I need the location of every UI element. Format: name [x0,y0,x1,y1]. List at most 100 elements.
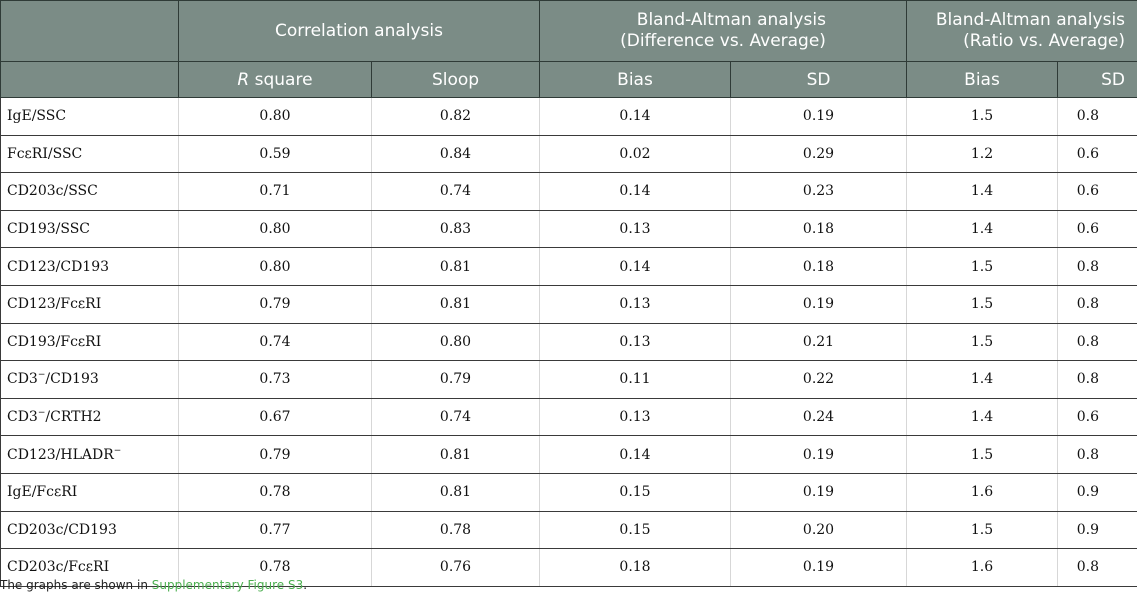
table-row: CD203c/FcεRI 0.78 0.76 0.18 0.19 1.6 0.8 [0,548,1137,587]
bias-difference-cell: 0.18 [539,548,731,587]
table-row: CD193/SSC 0.80 0.83 0.13 0.18 1.4 0.6 [0,210,1137,249]
table-row: CD3−/CRTH2 0.67 0.74 0.13 0.24 1.4 0.6 [0,398,1137,437]
row-label-suffix: /CD193 [45,371,99,388]
row-label-text: CD123/CD193 [7,258,110,275]
sloop-cell: 0.81 [370,285,540,324]
row-label: CD203c/SSC [0,172,179,211]
row-label: CD193/SSC [0,210,179,249]
header-r-square-rest: square [249,69,313,90]
table-row: CD123/FcεRI 0.79 0.81 0.13 0.19 1.5 0.8 [0,285,1137,324]
row-label-text: IgE/FcεRI [7,484,78,501]
sloop-cell: 0.80 [370,323,540,362]
sd-ratio-cell: 0.8 [1057,247,1137,286]
r-square-cell: 0.73 [178,360,372,399]
bias-ratio-cell: 1.5 [906,511,1058,550]
row-label: IgE/FcεRI [0,473,179,512]
footnote-suffix: . [303,578,308,592]
supplementary-figure-link[interactable]: Supplementary Figure S3 [151,578,304,592]
sd-difference-cell: 0.22 [730,360,907,399]
sloop-cell: 0.81 [370,473,540,512]
table-row: CD203c/SSC 0.71 0.74 0.14 0.23 1.4 0.6 [0,172,1137,211]
header-subcolumn-row: R square Sloop Bias SD Bias SD [0,61,1137,98]
r-square-cell: 0.71 [178,172,372,211]
row-label: CD203c/FcεRI [0,548,179,587]
header-sd-difference: SD [730,61,908,98]
bias-difference-cell: 0.13 [539,285,731,324]
bias-difference-cell: 0.14 [539,435,731,474]
row-label: CD203c/CD193 [0,511,179,550]
bias-difference-cell: 0.02 [539,135,731,174]
sd-ratio-cell: 0.8 [1057,285,1137,324]
row-label-superscript: − [37,408,46,419]
row-label-text: CD3 [7,371,38,388]
header-bland-altman-ratio: Bland-Altman analysis (Ratio vs. Average… [906,0,1137,62]
table-row: IgE/SSC 0.80 0.82 0.14 0.19 1.5 0.8 [0,97,1137,136]
footnote-prefix: The graphs are shown in [0,578,152,592]
row-label: CD3−/CD193 [0,360,179,399]
r-square-cell: 0.77 [178,511,372,550]
table-row: IgE/FcεRI 0.78 0.81 0.15 0.19 1.6 0.9 [0,473,1137,512]
r-square-cell: 0.59 [178,135,372,174]
row-label-superscript: − [113,445,122,456]
sd-difference-cell: 0.18 [730,210,907,249]
table-row: CD193/FcεRI 0.74 0.80 0.13 0.21 1.5 0.8 [0,323,1137,362]
header-sloop: Sloop [370,61,541,98]
sd-ratio-cell: 0.8 [1057,97,1137,136]
bias-ratio-cell: 1.5 [906,435,1058,474]
sd-ratio-cell: 0.6 [1057,210,1137,249]
sd-difference-cell: 0.19 [730,285,907,324]
header-bland-altman-ratio-line1: Bland-Altman analysis [935,10,1126,30]
sd-difference-cell: 0.19 [730,435,907,474]
row-label: CD123/HLADR− [0,435,179,474]
header-bias-difference: Bias [539,61,732,98]
bias-difference-cell: 0.13 [539,210,731,249]
sd-difference-cell: 0.21 [730,323,907,362]
sd-ratio-cell: 0.8 [1057,323,1137,362]
row-label-text: IgE/SSC [7,108,67,125]
row-label-suffix: /CRTH2 [45,409,102,426]
header-correlation-analysis-label: Correlation analysis [275,20,443,41]
header-bland-altman-difference-line1: Bland-Altman analysis [636,10,826,30]
row-label-text: CD203c/SSC [7,183,98,200]
row-label-text: CD203c/FcεRI [7,559,110,576]
table-row: CD3−/CD193 0.73 0.79 0.11 0.22 1.4 0.8 [0,360,1137,399]
row-label-superscript: − [37,370,46,381]
r-square-cell: 0.80 [178,210,372,249]
bias-ratio-cell: 1.5 [906,285,1058,324]
header-sd-ratio: SD [1057,61,1137,98]
sd-difference-cell: 0.29 [730,135,907,174]
r-square-cell: 0.74 [178,323,372,362]
bias-ratio-cell: 1.4 [906,398,1058,437]
header-r-square-italic: R [237,69,250,90]
row-label-text: CD193/SSC [7,221,91,238]
bias-ratio-cell: 1.4 [906,360,1058,399]
r-square-cell: 0.78 [178,548,372,587]
sd-ratio-cell: 0.9 [1057,473,1137,512]
row-label: CD3−/CRTH2 [0,398,179,437]
table-row: CD203c/CD193 0.77 0.78 0.15 0.20 1.5 0.9 [0,511,1137,550]
r-square-cell: 0.79 [178,285,372,324]
sloop-cell: 0.81 [370,247,540,286]
sloop-cell: 0.82 [370,97,540,136]
table-row: CD123/HLADR− 0.79 0.81 0.14 0.19 1.5 0.8 [0,435,1137,474]
footnote: The graphs are shown in Supplementary Fi… [0,578,307,592]
sloop-cell: 0.74 [370,398,540,437]
sloop-cell: 0.81 [370,435,540,474]
header-bland-altman-ratio-line2: (Ratio vs. Average) [963,31,1126,51]
bias-ratio-cell: 1.5 [906,323,1058,362]
header-bland-altman-difference: Bland-Altman analysis (Difference vs. Av… [539,0,908,62]
bias-difference-cell: 0.14 [539,97,731,136]
sd-difference-cell: 0.24 [730,398,907,437]
bias-difference-cell: 0.13 [539,323,731,362]
bias-difference-cell: 0.14 [539,172,731,211]
row-label: CD123/CD193 [0,247,179,286]
sd-difference-cell: 0.18 [730,247,907,286]
table-header: Correlation analysis Bland-Altman analys… [0,0,1137,98]
sd-difference-cell: 0.19 [730,473,907,512]
sd-ratio-cell: 0.6 [1057,398,1137,437]
bias-ratio-cell: 1.4 [906,210,1058,249]
r-square-cell: 0.79 [178,435,372,474]
sd-difference-cell: 0.23 [730,172,907,211]
table-row: CD123/CD193 0.80 0.81 0.14 0.18 1.5 0.8 [0,247,1137,286]
